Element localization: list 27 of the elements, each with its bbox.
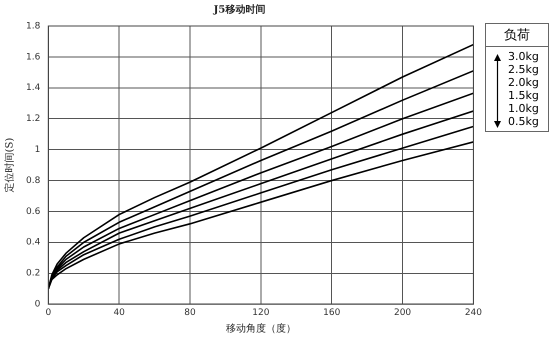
y-tick-label: 0 <box>34 300 41 310</box>
y-tick-label: 1.2 <box>26 114 40 124</box>
y-tick-label: 1 <box>34 144 40 155</box>
y-axis-title: 定位时间(S) <box>4 138 16 192</box>
y-tick-label: 0.6 <box>26 206 41 217</box>
x-tick-label: 240 <box>464 308 482 318</box>
x-tick-label: 200 <box>394 308 412 318</box>
text: 2.0kg <box>508 76 540 89</box>
x-tick-label: 80 <box>184 308 196 318</box>
y-tick-label: 1.8 <box>26 21 41 32</box>
y-tick-label: 1.4 <box>26 83 41 94</box>
x-tick-label: 0 <box>45 308 52 318</box>
y-tick-label: 0.2 <box>26 268 40 279</box>
text: 1.0kg <box>508 102 540 115</box>
legend-title: 负荷 <box>486 24 548 47</box>
chart-title: J5移动时间 <box>212 4 266 16</box>
text: 1.5kg <box>508 89 540 102</box>
text: 2.5kg <box>508 63 540 76</box>
y-tick-label: 1.6 <box>26 52 41 62</box>
legend-label: 3.0kg <box>508 50 540 63</box>
legend-label: 0.5kg <box>508 115 540 128</box>
x-tick-label: 120 <box>252 308 270 318</box>
x-tick-label: 160 <box>323 308 341 318</box>
x-axis-title: 移动角度（度） <box>226 322 296 335</box>
y-tick-label: 0.8 <box>26 176 41 186</box>
y-tick-label: 0.4 <box>26 238 41 248</box>
x-tick-label: 40 <box>113 308 126 318</box>
